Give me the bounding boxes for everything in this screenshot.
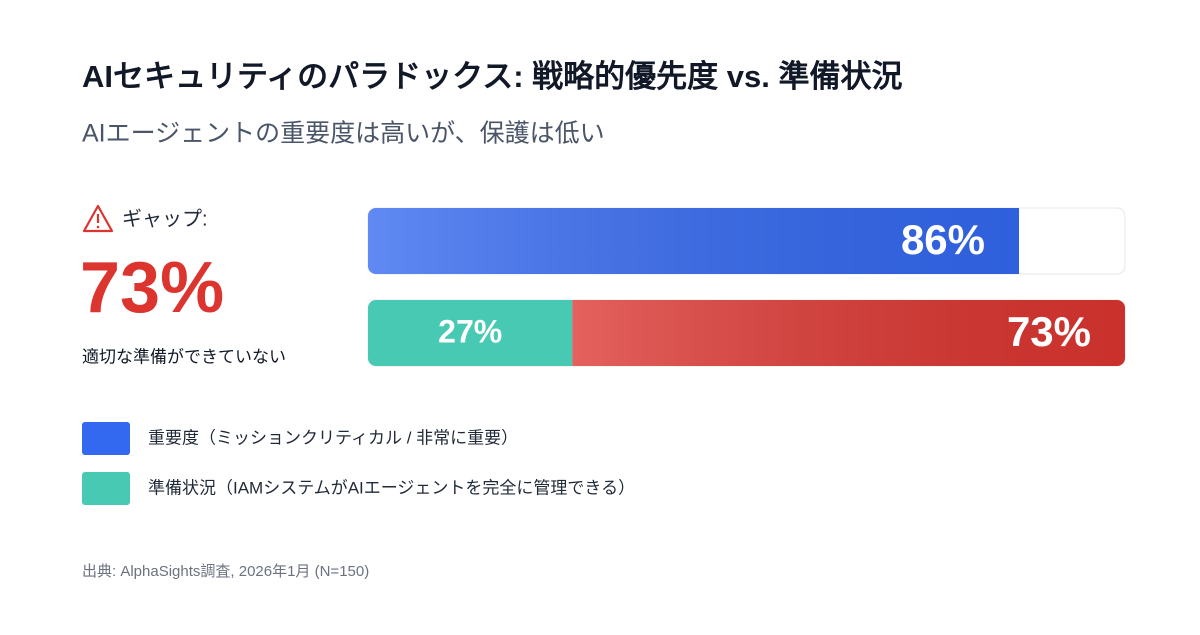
bar-value-label: 73% <box>1007 308 1091 355</box>
legend-label: 準備状況（IAMシステムがAIエージェントを完全に管理できる） <box>148 478 635 497</box>
warning-icon <box>82 204 114 233</box>
bar-row <box>368 208 1020 274</box>
chart-subtitle: AIエージェントの重要度は高いが、保護は低い <box>82 120 605 148</box>
bar-value-label: 27% <box>438 313 502 349</box>
bar-shine <box>368 208 1020 274</box>
bar <box>368 300 573 366</box>
bar-row <box>368 300 1125 366</box>
gap-label: ギャップ: <box>122 207 208 230</box>
source: 出典: AlphaSights調査, 2026年1月 (N=150) <box>82 563 369 580</box>
legend-swatch <box>82 472 130 505</box>
chart-title: AIセキュリティのパラドックス: 戦略的優先度 vs. 準備状況 <box>82 59 902 94</box>
bar-shine <box>572 300 1125 366</box>
legend-label: 重要度（ミッションクリティカル / 非常に重要） <box>148 428 518 447</box>
legend-swatch <box>82 422 130 455</box>
gap-caption: 適切な準備ができていない <box>82 347 286 366</box>
bar-value-label: 86% <box>901 216 985 263</box>
gap-value: 73% <box>80 248 224 328</box>
